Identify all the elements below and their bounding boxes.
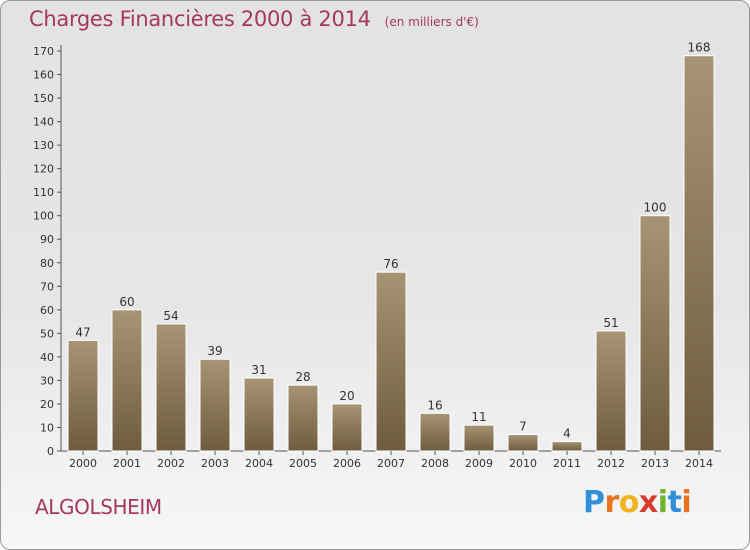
- bar: [463, 424, 495, 452]
- x-tick-label: 2010: [509, 457, 537, 470]
- logo-letter: r: [604, 485, 620, 520]
- y-tick-label: 160: [33, 69, 54, 82]
- logo-letter: t: [667, 485, 682, 520]
- data-label: 51: [603, 316, 618, 330]
- y-tick-label: 30: [40, 374, 54, 387]
- y-tick-label: 140: [33, 116, 54, 129]
- data-label: 76: [383, 257, 398, 271]
- y-tick-label: 100: [33, 210, 54, 223]
- x-tick-label: 2012: [597, 457, 625, 470]
- bar: [67, 339, 99, 452]
- bar: [551, 441, 583, 452]
- x-tick-label: 2007: [377, 457, 405, 470]
- logo-letter: i: [657, 485, 668, 520]
- y-tick-label: 20: [40, 398, 54, 411]
- data-label: 7: [519, 420, 527, 434]
- bar: [375, 271, 407, 452]
- unit-note: (en milliers d'€): [384, 15, 479, 29]
- x-tick-label: 2004: [245, 457, 273, 470]
- bar: [111, 309, 143, 452]
- y-tick-label: 110: [33, 186, 54, 199]
- bar: [331, 403, 363, 452]
- bar: [639, 215, 671, 452]
- y-tick-label: 90: [40, 233, 54, 246]
- logo-letter: P: [583, 485, 605, 520]
- y-tick-label: 0: [47, 445, 54, 458]
- chart-title-text: Charges Financières 2000 à 2014: [29, 7, 371, 31]
- data-label: 60: [119, 295, 134, 309]
- x-tick-label: 2014: [685, 457, 713, 470]
- logo-letter: o: [618, 485, 640, 520]
- bar: [155, 323, 187, 452]
- bar: [507, 434, 539, 452]
- bar: [287, 384, 319, 452]
- x-tick-label: 2000: [69, 457, 97, 470]
- x-tick-label: 2001: [113, 457, 141, 470]
- chart-title: Charges Financières 2000 à 2014 (en milli…: [29, 7, 479, 31]
- data-label: 168: [688, 41, 711, 55]
- x-tick-label: 2003: [201, 457, 229, 470]
- data-label: 31: [251, 363, 266, 377]
- y-tick-label: 60: [40, 304, 54, 317]
- bar: [683, 55, 715, 452]
- bar: [243, 377, 275, 452]
- y-tick-label: 10: [40, 421, 54, 434]
- bar: [199, 358, 231, 452]
- x-tick-label: 2002: [157, 457, 185, 470]
- logo-letter: x: [638, 485, 658, 520]
- y-tick-label: 70: [40, 280, 54, 293]
- x-tick-label: 2006: [333, 457, 361, 470]
- x-tick-label: 2013: [641, 457, 669, 470]
- y-tick-label: 170: [33, 45, 54, 58]
- data-label: 54: [163, 309, 178, 323]
- data-label: 16: [427, 398, 442, 412]
- y-tick-label: 130: [33, 139, 54, 152]
- data-label: 100: [644, 201, 667, 215]
- data-label: 47: [75, 325, 90, 339]
- x-tick-label: 2009: [465, 457, 493, 470]
- x-tick-label: 2008: [421, 457, 449, 470]
- y-tick-label: 150: [33, 92, 54, 105]
- commune-name: ALGOLSHEIM: [35, 495, 162, 519]
- proxiti-logo[interactable]: Proxiti: [583, 485, 692, 520]
- data-label: 20: [339, 389, 354, 403]
- bar: [419, 412, 451, 452]
- y-tick-label: 40: [40, 351, 54, 364]
- x-tick-label: 2011: [553, 457, 581, 470]
- data-label: 11: [471, 410, 486, 424]
- data-label: 4: [563, 427, 571, 441]
- y-tick-label: 50: [40, 327, 54, 340]
- data-label: 39: [207, 344, 222, 358]
- data-label: 28: [295, 370, 310, 384]
- x-tick-label: 2005: [289, 457, 317, 470]
- y-tick-label: 120: [33, 163, 54, 176]
- bar: [595, 330, 627, 452]
- logo-letter: i: [681, 485, 692, 520]
- y-tick-label: 80: [40, 257, 54, 270]
